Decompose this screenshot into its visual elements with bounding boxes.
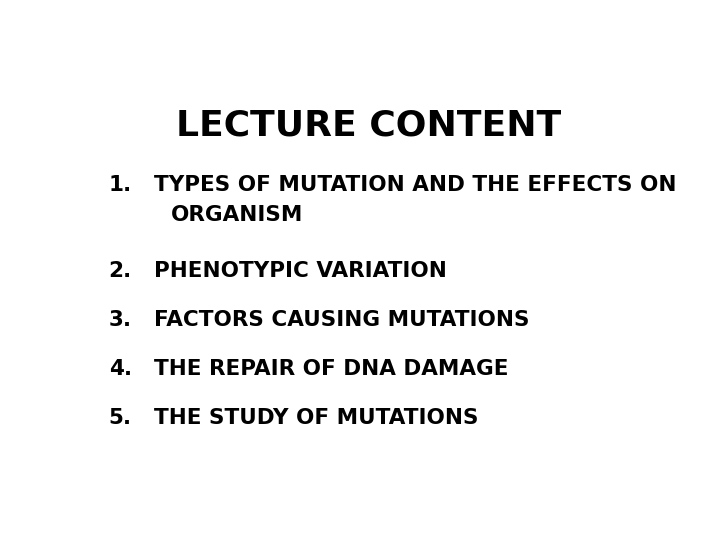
- Text: LECTURE CONTENT: LECTURE CONTENT: [176, 109, 562, 143]
- Text: 1.: 1.: [109, 175, 132, 195]
- Text: FACTORS CAUSING MUTATIONS: FACTORS CAUSING MUTATIONS: [154, 310, 530, 330]
- Text: THE STUDY OF MUTATIONS: THE STUDY OF MUTATIONS: [154, 408, 479, 428]
- Text: PHENOTYPIC VARIATION: PHENOTYPIC VARIATION: [154, 261, 447, 281]
- Text: THE REPAIR OF DNA DAMAGE: THE REPAIR OF DNA DAMAGE: [154, 359, 508, 379]
- Text: 3.: 3.: [109, 310, 132, 330]
- Text: 5.: 5.: [109, 408, 132, 428]
- Text: 2.: 2.: [109, 261, 132, 281]
- Text: ORGANISM: ORGANISM: [171, 205, 303, 225]
- Text: 4.: 4.: [109, 359, 132, 379]
- Text: TYPES OF MUTATION AND THE EFFECTS ON: TYPES OF MUTATION AND THE EFFECTS ON: [154, 175, 677, 195]
